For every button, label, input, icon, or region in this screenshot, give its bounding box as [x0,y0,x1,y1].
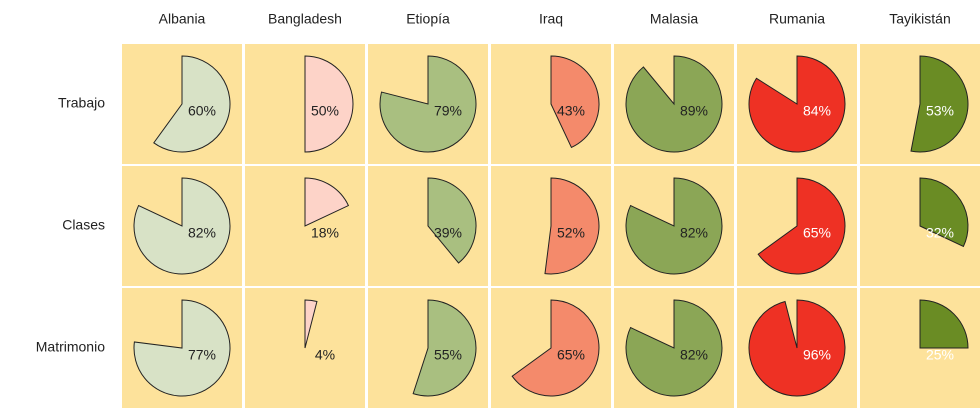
pie-slice [748,299,846,397]
pie-slice [511,299,600,397]
data-label: 84% [803,103,831,119]
pie-slice [919,299,969,349]
pie-slice [133,177,231,275]
data-label: 43% [557,103,585,119]
column-header: Albania [159,11,206,27]
column-header: Iraq [539,11,563,27]
pie-slice [304,299,318,349]
column-header: Rumania [769,11,825,27]
data-label: 96% [803,347,831,363]
pie-slice [427,177,477,264]
data-label: 25% [926,347,954,363]
data-label: 55% [434,347,462,363]
column-header: Malasia [650,11,698,27]
pie-slice [550,55,600,149]
data-label: 50% [311,103,339,119]
pie-slice [625,177,723,275]
data-label: 65% [803,225,831,241]
row-label: Matrimonio [36,339,105,355]
data-label: 82% [680,225,708,241]
data-label: 60% [188,103,216,119]
pie-slice [304,55,354,153]
data-label: 89% [680,103,708,119]
data-label: 32% [926,225,954,241]
data-label: 65% [557,347,585,363]
pie-slice [625,299,723,397]
pie-slice [625,55,723,153]
pie-slice [919,177,969,248]
pie-slice [748,55,846,153]
column-header: Etiopía [406,11,450,27]
row-label: Clases [62,217,105,233]
data-label: 77% [188,347,216,363]
pie-slice [910,55,969,153]
column-header: Tayikistán [889,11,950,27]
pie-slice [757,177,846,275]
pie-slice [304,177,350,227]
data-label: 18% [311,225,339,241]
row-label: Trabajo [58,95,105,111]
data-label: 79% [434,103,462,119]
pie-slice [544,177,600,275]
column-header: Bangladesh [268,11,342,27]
pie-slice [153,55,231,153]
data-label: 52% [557,225,585,241]
data-label: 4% [315,347,335,363]
pie-slice [412,299,477,397]
data-label: 39% [434,225,462,241]
pie-slice [133,299,231,397]
data-label: 53% [926,103,954,119]
pie-slice [379,55,477,153]
data-label: 82% [188,225,216,241]
data-label: 82% [680,347,708,363]
